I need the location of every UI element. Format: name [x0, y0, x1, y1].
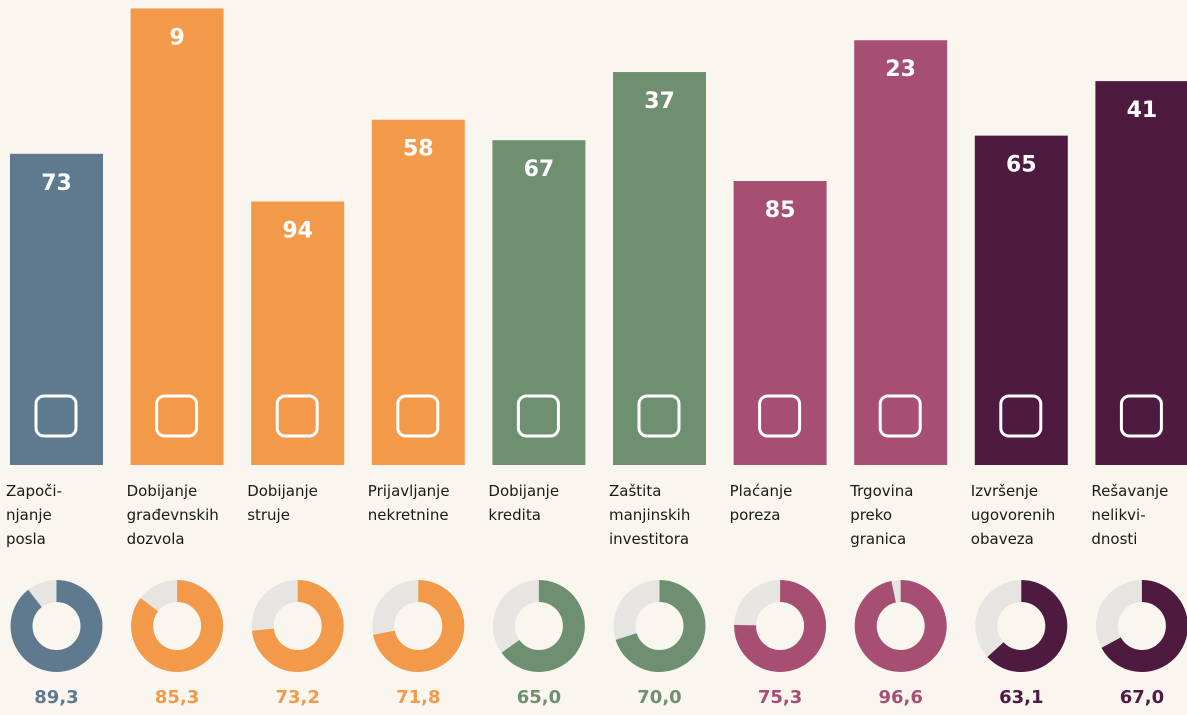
category-label: Izvršenje	[971, 482, 1038, 500]
bar-value: 85	[765, 198, 796, 223]
bar	[733, 181, 827, 466]
category-label: nekretnine	[368, 506, 449, 524]
donut-slice	[372, 580, 465, 672]
category-label: manjinskih	[609, 506, 690, 524]
category-label: granica	[850, 530, 906, 548]
category-label: kredita	[488, 506, 541, 524]
bar	[371, 119, 465, 465]
donut-slice	[734, 580, 827, 672]
icon	[758, 394, 802, 438]
category-label: Započi-	[6, 482, 62, 500]
bar-value: 37	[644, 89, 675, 114]
category-label: Dobijanje	[127, 482, 198, 500]
category-label: preko	[850, 506, 892, 524]
donut-value: 89,3	[34, 687, 78, 708]
bar-value: 23	[885, 57, 916, 82]
icon	[999, 394, 1043, 438]
category-label: dozvola	[127, 530, 185, 548]
donut-value: 70,0	[637, 687, 681, 708]
donut-slice	[492, 580, 585, 672]
category-label: ugovorenih	[971, 506, 1056, 524]
bar-value: 41	[1127, 98, 1158, 123]
bar	[492, 140, 586, 465]
donut-value: 73,2	[275, 687, 319, 708]
donut-value: 75,3	[758, 687, 802, 708]
donut-value: 71,8	[396, 687, 440, 708]
bar-value: 67	[524, 157, 555, 182]
category-label: Prijavljanje	[368, 482, 450, 500]
bar-value: 58	[403, 137, 434, 162]
icon	[396, 394, 440, 438]
category-label: Plaćanje	[730, 482, 793, 500]
donut-slice	[251, 580, 344, 672]
category-label: Rešavanje	[1091, 482, 1168, 500]
category-label: posla	[6, 530, 46, 548]
donut-slice	[975, 580, 1068, 672]
bar	[974, 135, 1068, 465]
donut-value: 85,3	[155, 687, 199, 708]
donut-slice	[854, 580, 947, 672]
donut-slice	[10, 580, 103, 672]
bar-value: 65	[1006, 153, 1037, 178]
category-label: dnosti	[1091, 530, 1137, 548]
category-label: njanje	[6, 506, 52, 524]
bar	[251, 201, 345, 465]
donut-value: 63,1	[999, 687, 1043, 708]
icon	[637, 394, 681, 438]
category-label: nelikvi-	[1091, 506, 1145, 524]
icon	[1119, 394, 1163, 438]
bar	[613, 72, 706, 466]
bar	[854, 40, 948, 465]
donut-value: 96,6	[878, 687, 922, 708]
icon	[516, 394, 560, 438]
category-label: Dobijanje	[247, 482, 318, 500]
bar	[1095, 81, 1187, 465]
bar-value: 73	[41, 171, 72, 196]
icon	[34, 394, 78, 438]
category-label: investitora	[609, 530, 689, 548]
category-label: poreza	[730, 506, 781, 524]
category-label: građevnskih	[127, 506, 219, 524]
category-label: Dobijanje	[488, 482, 559, 500]
donut-value: 67,0	[1120, 687, 1164, 708]
donut-slice	[613, 580, 706, 672]
donut-slice	[131, 580, 224, 672]
donut-slice	[1095, 580, 1187, 672]
category-label: Zaštita	[609, 482, 661, 500]
donut-value: 65,0	[517, 687, 561, 708]
icon	[878, 394, 922, 438]
bar	[130, 8, 224, 465]
icon	[155, 394, 199, 438]
category-label: obaveza	[971, 530, 1034, 548]
bar	[10, 153, 103, 466]
category-label: struje	[247, 506, 290, 524]
category-label: Trgovina	[849, 482, 913, 500]
icon	[275, 394, 319, 438]
bar-value: 94	[282, 219, 313, 244]
bar-value: 9	[169, 25, 184, 50]
